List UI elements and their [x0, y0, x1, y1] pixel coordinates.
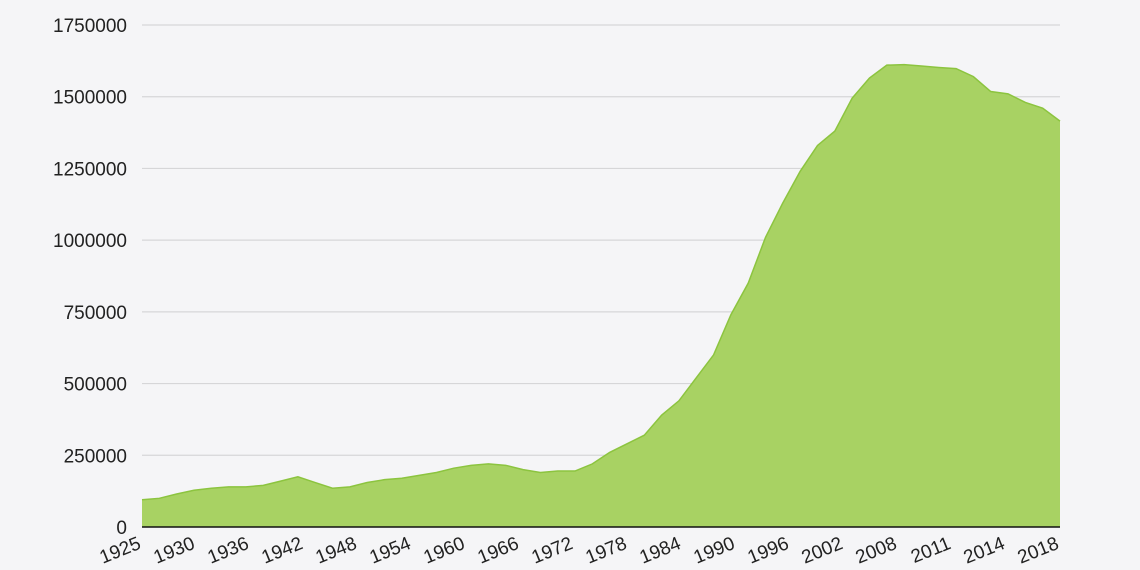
x-tick-label: 1984 — [637, 533, 684, 568]
y-tick-label: 1750000 — [53, 16, 127, 37]
y-tick-label: 500000 — [64, 375, 127, 396]
series-area-fill — [142, 64, 1060, 527]
x-tick-label: 1948 — [313, 533, 360, 568]
series-line — [141, 63, 1061, 501]
x-tick-label: 1954 — [367, 533, 414, 568]
grid-lines — [142, 24, 1060, 456]
x-tick-label: 1996 — [745, 533, 792, 568]
x-tick-label: 2014 — [961, 533, 1008, 568]
x-tick-label: 1978 — [583, 533, 630, 568]
x-tick-label: 2002 — [799, 533, 846, 568]
y-tick-label: 1000000 — [53, 231, 127, 252]
x-tick-labels: 1925 1930 1936 1942 1948 1954 1960 1966 1972 1978… — [97, 533, 1062, 568]
x-tick-label: 1930 — [151, 533, 198, 568]
x-tick-label: 1925 — [97, 533, 144, 568]
y-tick-label: 250000 — [64, 446, 127, 467]
x-tick-label: 1936 — [205, 533, 252, 568]
x-tick-label: 2018 — [1015, 533, 1062, 568]
y-tick-label: 750000 — [64, 303, 127, 324]
x-tick-label: 2011 — [908, 533, 954, 568]
x-tick-label: 1966 — [475, 533, 522, 568]
y-tick-label: 1250000 — [53, 159, 127, 180]
x-tick-label: 1960 — [421, 533, 468, 568]
y-tick-labels: 0 250000 500000 750000 1000000 1250000 1500000… — [53, 16, 127, 539]
x-tick-label: 1942 — [259, 533, 306, 568]
x-tick-label: 1990 — [691, 533, 738, 568]
x-tick-label: 1972 — [529, 533, 576, 568]
y-tick-label: 1500000 — [53, 88, 127, 109]
x-tick-label: 2008 — [853, 533, 900, 568]
series-area — [141, 63, 1061, 527]
y-tick-label: 0 — [116, 518, 127, 539]
